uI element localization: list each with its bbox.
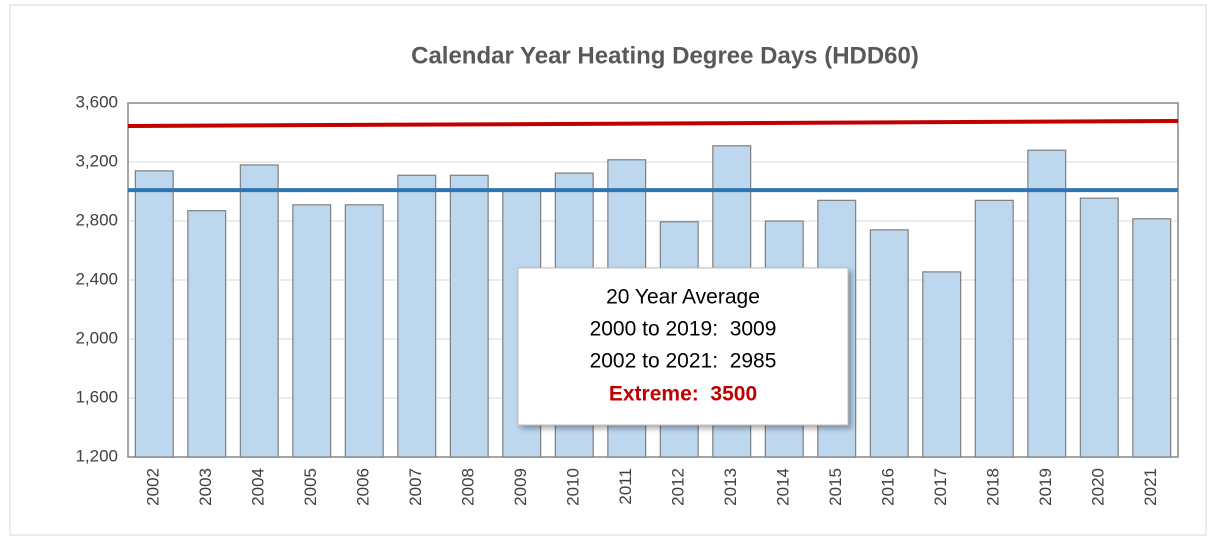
x-tick-label: 2011 (616, 468, 635, 505)
y-tick-label: 1,200 (75, 446, 118, 465)
bar (344, 204, 384, 458)
x-tick-label: 2013 (721, 468, 740, 506)
annotation-line: 2000 to 2019: 3009 (590, 318, 777, 341)
x-tick-label: 2005 (301, 468, 320, 506)
y-tick-label: 2,000 (75, 328, 118, 347)
x-tick-label: 2020 (1089, 468, 1108, 506)
annotation-line: 2002 to 2021: 2985 (590, 350, 777, 373)
bar (187, 210, 227, 458)
bar (922, 271, 962, 458)
x-tick-label: 2012 (669, 468, 688, 506)
reference-line (127, 118, 1179, 129)
annotation-line: 20 Year Average (606, 286, 760, 309)
bar (134, 170, 174, 458)
x-tick-label: 2008 (459, 468, 478, 506)
x-tick-label: 2002 (144, 468, 163, 506)
bar (239, 164, 279, 458)
x-tick-label: 2006 (354, 468, 373, 506)
bar (397, 174, 437, 458)
bar (1079, 197, 1119, 458)
y-tick-label: 2,400 (75, 269, 118, 288)
x-tick-label: 2010 (564, 468, 583, 506)
chart-title: Calendar Year Heating Degree Days (HDD60… (411, 42, 919, 69)
x-tick-label: 2016 (879, 468, 898, 506)
bar (1027, 149, 1067, 458)
annotation-highlight: Extreme: 3500 (609, 383, 757, 406)
bar (974, 199, 1014, 458)
x-tick-label: 2003 (196, 468, 215, 506)
bar (1132, 218, 1172, 458)
bar (292, 204, 332, 458)
y-tick-label: 3,600 (75, 92, 118, 111)
y-tick-label: 1,600 (75, 387, 118, 406)
x-tick-label: 2015 (826, 468, 845, 506)
x-tick-label: 2009 (511, 468, 530, 506)
annotation: 20 Year Average 2000 to 2019: 3009 2002 to… (517, 267, 849, 426)
plot-border (127, 102, 1179, 458)
x-tick-label: 2014 (774, 468, 793, 506)
x-tick-label: 2021 (1141, 468, 1160, 506)
x-tick-label: 2007 (406, 468, 425, 506)
x-tick-label: 2019 (1036, 468, 1055, 506)
bar (869, 229, 909, 458)
annotation-box (517, 267, 849, 426)
y-tick-label: 2,800 (75, 210, 118, 229)
bar (449, 174, 489, 458)
x-tick-label: 2018 (984, 468, 1003, 506)
x-tick-label: 2004 (249, 468, 268, 506)
y-tick-label: 3,200 (75, 151, 118, 170)
x-tick-label: 2017 (931, 468, 950, 506)
